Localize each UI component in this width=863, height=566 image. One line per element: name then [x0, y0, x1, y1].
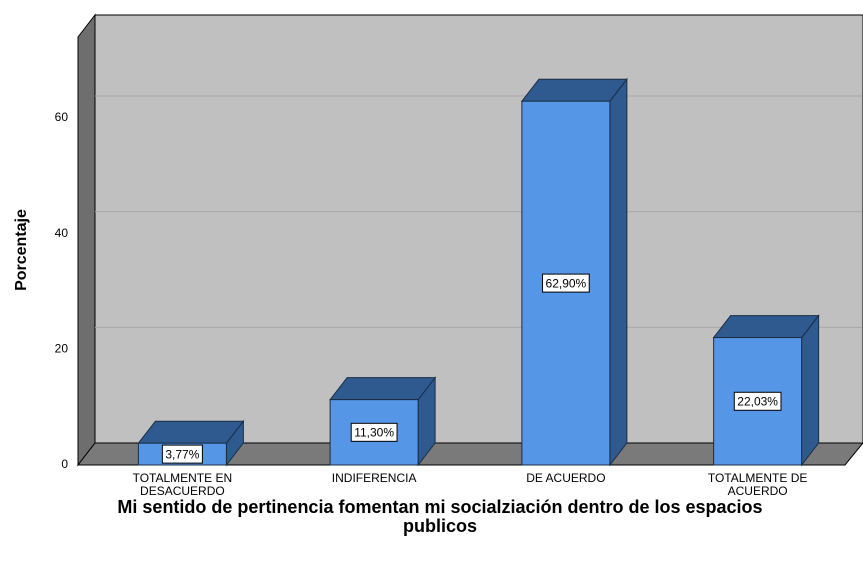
chart-title: Mi sentido de pertinencia fomentan mi so… [117, 497, 763, 536]
bar-side [801, 314, 820, 467]
value-label-box [542, 273, 590, 293]
bar-top [137, 420, 245, 444]
value-label-box [161, 444, 203, 464]
y-tick-label: 60 [55, 110, 69, 124]
value-label: 62,90% [546, 276, 587, 290]
y-axis-title: Porcentaje [13, 209, 30, 291]
x-tick-label: DE ACUERDO [526, 471, 606, 485]
x-tick-label: TOTALMENTE EN DESACUERDO [132, 471, 233, 498]
bar-side [609, 77, 628, 467]
x-tick-label: INDIFERENCIA [331, 471, 417, 485]
bar-top [520, 78, 628, 102]
value-label-box [350, 422, 398, 442]
bar-top [712, 315, 820, 339]
value-label: 3,77% [165, 447, 199, 461]
y-tick-label: 40 [55, 226, 69, 240]
y-tick-label: 20 [55, 341, 69, 355]
left-wall [77, 13, 96, 467]
value-label: 11,30% [354, 425, 394, 439]
value-label-box [733, 391, 782, 411]
value-label: 22,03% [737, 394, 778, 408]
x-tick-label: TOTALMENTE DE ACUERDO [707, 471, 808, 498]
bar-top [329, 377, 437, 401]
y-tick-label: 0 [61, 457, 68, 471]
